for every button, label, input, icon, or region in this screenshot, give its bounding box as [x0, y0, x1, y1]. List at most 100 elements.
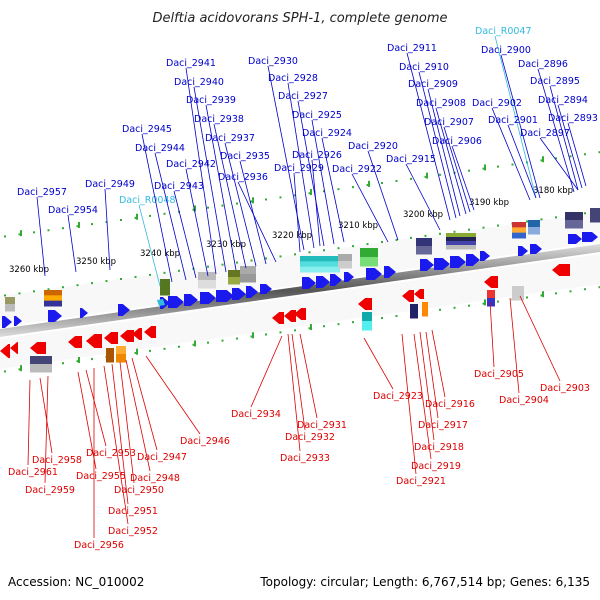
top-gene-leader-line: [205, 104, 237, 271]
gene-block: [410, 304, 418, 319]
tick-dot: [598, 286, 600, 289]
tick-dot: [279, 196, 282, 199]
bottom-gene-leader-line: [125, 359, 151, 472]
gene-block: [198, 280, 216, 289]
forward-gene-arrow: [48, 310, 62, 322]
top-gene-label: Daci_2911: [387, 43, 437, 54]
tick-dot: [410, 177, 412, 180]
tick-dot: [265, 257, 267, 260]
top-gene-leader-line: [287, 82, 315, 249]
gene-arrows-layer: [0, 232, 598, 358]
kbp-label: 3210 kbp: [338, 221, 378, 231]
gene-block: [300, 256, 340, 262]
top-gene-label: Daci_2902: [472, 98, 522, 109]
gene-block: [300, 266, 340, 273]
top-gene-leader-line: [351, 173, 389, 243]
map-title: Delftia acidovorans SPH-1, complete geno…: [152, 11, 447, 26]
top-gene-leader-line: [237, 181, 277, 263]
topology-label: Topology: circular; Length: 6,767,514 bp…: [259, 575, 590, 589]
forward-gene-arrow: [14, 316, 22, 326]
top-gene-leader-line: [567, 122, 587, 187]
forward-gene-arrow: [184, 294, 198, 306]
top-gene-label: Daci_2901: [488, 115, 538, 126]
tick-dot: [352, 186, 354, 189]
tick-dot: [381, 317, 383, 320]
top-gene-leader-line: [293, 172, 301, 253]
top-gene-label: Daci_2938: [194, 114, 244, 125]
bottom-gene-label: Daci_2956: [74, 540, 124, 551]
tick-dot: [221, 339, 224, 342]
tick-dot: [207, 265, 209, 268]
tick-mark: [136, 348, 138, 355]
tick-mark: [252, 332, 254, 339]
bottom-gene-leader-line: [291, 333, 306, 431]
bottom-gene-label: Daci_2932: [285, 432, 335, 443]
bottom-gene-leader-line: [509, 297, 520, 394]
tick-dot: [33, 290, 35, 293]
top-gene-leader-line: [451, 145, 475, 211]
kbp-label-layer: 3260 kbp 3250 kbp 3240 kbp 3230 kbp 3220 kbp…: [9, 186, 573, 275]
tick-dot: [250, 335, 253, 338]
bottom-gene-label: Daci_2961: [8, 467, 58, 478]
tick-dot: [105, 280, 108, 283]
kbp-label: 3260 kbp: [9, 265, 49, 275]
tick-dot: [236, 261, 238, 264]
forward-gene-arrow: [232, 288, 246, 300]
top-gene-label: Daci_2906: [432, 136, 482, 147]
forward-gene-arrow: [246, 286, 258, 298]
tick-dot: [149, 349, 151, 352]
tick-dot: [120, 218, 122, 221]
gene-block: [228, 270, 240, 278]
tick-dot: [569, 290, 572, 293]
tick-dot: [439, 173, 441, 176]
gene-block: [487, 290, 495, 299]
tick-dot: [4, 294, 6, 297]
forward-gene-arrow: [420, 259, 434, 271]
kbp-label: 3190 kbp: [469, 198, 509, 208]
tick-dot: [511, 163, 514, 166]
top-gene-label: Daci_2940: [174, 77, 224, 88]
gene-block: [44, 295, 62, 302]
tick-mark: [252, 197, 254, 204]
reverse-gene-arrow: [10, 342, 18, 354]
top-gene-label: Daci_2896: [518, 59, 568, 70]
reverse-gene-arrow: [284, 310, 296, 322]
bottom-gene-label: Daci_2933: [280, 453, 330, 464]
gene-block: [300, 261, 340, 268]
tick-dot: [178, 269, 180, 272]
tick-dot: [453, 230, 456, 233]
reverse-gene-arrow: [86, 334, 102, 348]
gene-block: [512, 232, 526, 239]
tick-dot: [62, 227, 64, 230]
bottom-gene-leader-line: [39, 377, 53, 454]
top-gene-label: Daci_2943: [154, 181, 204, 192]
top-gene-leader-line: [494, 35, 537, 199]
top-gene-leader-line: [193, 86, 227, 273]
top-gene-leader-line: [36, 196, 46, 277]
tick-dot: [497, 224, 499, 227]
bottom-gene-leader-line: [419, 331, 435, 441]
tick-dot: [294, 253, 296, 256]
top-gene-label: Daci_2926: [292, 150, 342, 161]
gene-block: [360, 257, 378, 267]
gene-block: [198, 272, 216, 281]
reverse-gene-arrow: [552, 264, 570, 276]
top-gene-leader-line: [311, 159, 321, 247]
gene-block: [240, 266, 256, 275]
top-gene-leader-line: [507, 124, 537, 199]
tick-dot: [598, 151, 600, 154]
tick-dot: [395, 314, 398, 317]
tick-dot: [468, 304, 470, 307]
tick-dot: [366, 184, 369, 187]
bottom-gene-leader-line: [131, 357, 158, 451]
gene-block: [422, 302, 428, 317]
tick-dot: [555, 157, 557, 160]
kbp-label: 3180 kbp: [533, 186, 573, 196]
forward-gene-arrow: [450, 256, 466, 268]
tick-dot: [91, 358, 93, 361]
gene-block: [565, 212, 583, 221]
gene-block: [30, 356, 52, 365]
top-gene-leader-line: [239, 160, 267, 265]
tick-dot: [308, 192, 311, 195]
top-gene-leader-line: [549, 85, 579, 191]
